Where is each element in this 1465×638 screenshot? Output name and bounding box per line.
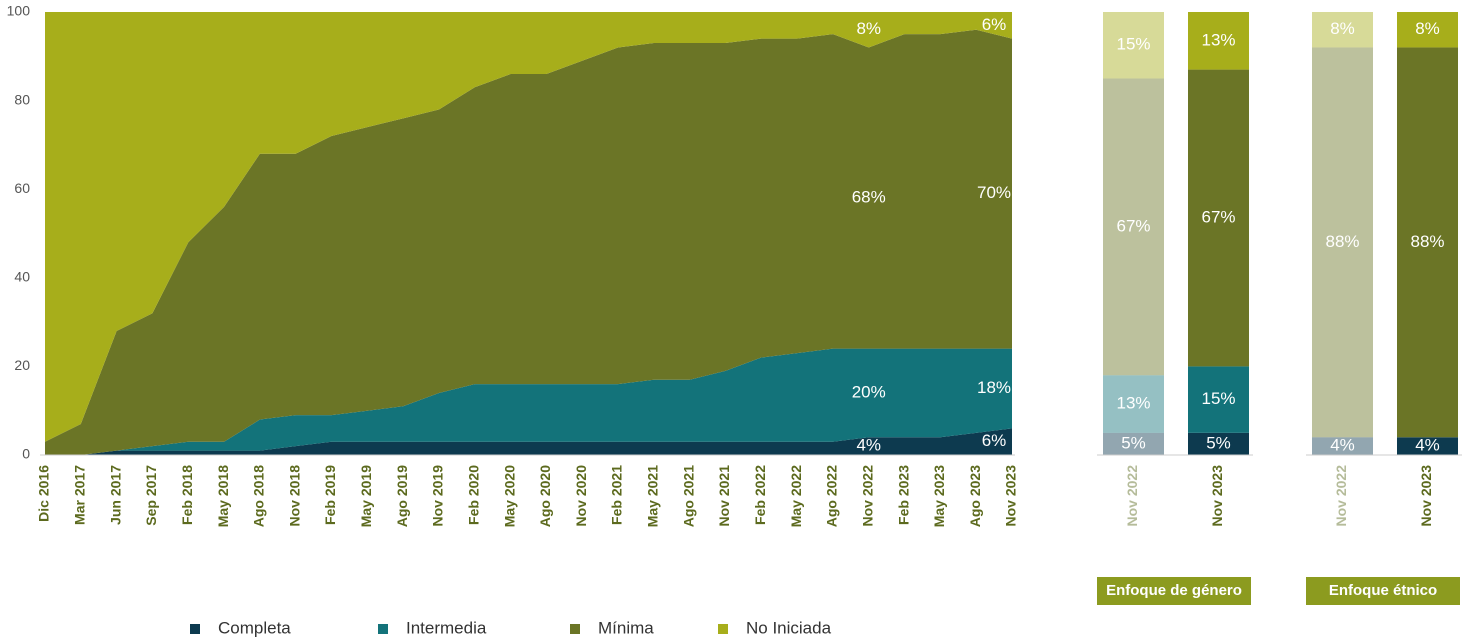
- bar: [1103, 432, 1164, 455]
- x-tick-label: May 2018: [215, 465, 231, 527]
- value-label: 15%: [1116, 35, 1150, 54]
- value-label: 88%: [1410, 232, 1444, 251]
- value-label: 8%: [1330, 19, 1355, 38]
- value-label: 4%: [1415, 436, 1440, 455]
- value-label: 5%: [1206, 433, 1231, 452]
- value-label: 18%: [977, 378, 1011, 397]
- bar: [1188, 69, 1249, 367]
- value-label: 13%: [1116, 394, 1150, 413]
- x-tick-label: May 2023: [931, 465, 947, 527]
- x-tick-label: Ago 2020: [537, 465, 553, 527]
- value-label: 88%: [1325, 232, 1359, 251]
- y-tick-label: 60: [14, 180, 30, 196]
- value-label: 67%: [1201, 207, 1235, 226]
- legend-label: No Iniciada: [746, 618, 832, 637]
- bar: [1188, 366, 1249, 433]
- x-tick-label: Feb 2021: [609, 465, 625, 525]
- x-tick-label: Nov 2022: [859, 465, 875, 527]
- x-tick-label: Nov 2019: [430, 465, 446, 527]
- y-tick-label: 40: [14, 269, 30, 285]
- legend-label: Completa: [218, 618, 291, 637]
- x-tick-label: May 2019: [358, 465, 374, 527]
- bar: [1397, 12, 1458, 48]
- group-label: Enfoque de género: [1106, 582, 1242, 599]
- y-tick-label: 100: [7, 3, 31, 19]
- x-tick-label: Mar 2017: [72, 465, 88, 525]
- group-label-box: [1097, 577, 1251, 605]
- x-tick-label: Ago 2019: [394, 465, 410, 527]
- legend-swatch: [190, 624, 200, 634]
- value-label: 15%: [1201, 389, 1235, 408]
- bar: [1397, 47, 1458, 438]
- value-label: 8%: [856, 19, 881, 38]
- area: [45, 12, 1012, 442]
- x-tick-label: Feb 2019: [322, 465, 338, 525]
- x-tick-label: Ago 2018: [251, 465, 267, 527]
- legend-swatch: [718, 624, 728, 634]
- legend-label: Mínima: [598, 618, 654, 637]
- y-tick-label: 20: [14, 357, 30, 373]
- value-label: 5%: [1121, 433, 1146, 452]
- value-label: 6%: [982, 15, 1007, 34]
- value-label: 8%: [1415, 19, 1440, 38]
- x-tick-label: Nov 2020: [573, 465, 589, 527]
- group-label-box: [1306, 577, 1460, 605]
- y-tick-label: 80: [14, 91, 30, 107]
- x-tick-label: Sep 2017: [143, 465, 159, 526]
- bar: [1312, 437, 1373, 455]
- bar: [1397, 437, 1458, 455]
- value-label: 6%: [982, 431, 1007, 450]
- x-tick-label: Nov 2021: [716, 465, 732, 527]
- legend-swatch: [570, 624, 580, 634]
- bar: [1312, 12, 1373, 48]
- x-tick-label: Feb 2023: [895, 465, 911, 525]
- value-label: 68%: [852, 188, 886, 207]
- x-tick-label: May 2022: [788, 465, 804, 527]
- x-tick-label: Ago 2022: [824, 465, 840, 527]
- bar: [1103, 12, 1164, 79]
- legend-label: Intermedia: [406, 618, 487, 637]
- x-tick-label: Feb 2020: [465, 465, 481, 525]
- value-label: 4%: [856, 436, 881, 455]
- y-tick-label: 0: [22, 446, 30, 462]
- x-tick-label: Feb 2022: [752, 465, 768, 525]
- x-tick-label: Feb 2018: [179, 465, 195, 525]
- x-tick-label: Nov 2023: [1418, 465, 1434, 527]
- value-label: 67%: [1116, 216, 1150, 235]
- x-tick-label: Ago 2023: [967, 465, 983, 527]
- bar: [1188, 432, 1249, 455]
- x-tick-label: Ago 2021: [680, 465, 696, 527]
- x-tick-label: Nov 2022: [1333, 465, 1349, 527]
- value-label: 4%: [1330, 436, 1355, 455]
- x-tick-label: Nov 2018: [286, 465, 302, 527]
- group-label: Enfoque étnico: [1329, 582, 1437, 599]
- x-tick-label: Nov 2023: [1003, 465, 1019, 527]
- x-tick-label: Nov 2022: [1124, 465, 1140, 527]
- bar: [1103, 78, 1164, 376]
- bar: [1312, 47, 1373, 438]
- value-label: 13%: [1201, 30, 1235, 49]
- legend-swatch: [378, 624, 388, 634]
- area: [45, 348, 1012, 455]
- area: [45, 428, 1012, 455]
- x-tick-label: Jun 2017: [107, 465, 123, 525]
- value-label: 20%: [852, 382, 886, 401]
- area: [45, 29, 1012, 455]
- bar: [1188, 12, 1249, 70]
- value-label: 70%: [977, 183, 1011, 202]
- x-tick-label: Nov 2023: [1209, 465, 1225, 527]
- bar: [1103, 375, 1164, 433]
- x-tick-label: May 2021: [645, 465, 661, 527]
- x-tick-label: May 2020: [501, 465, 517, 527]
- x-tick-label: Dic 2016: [36, 465, 52, 522]
